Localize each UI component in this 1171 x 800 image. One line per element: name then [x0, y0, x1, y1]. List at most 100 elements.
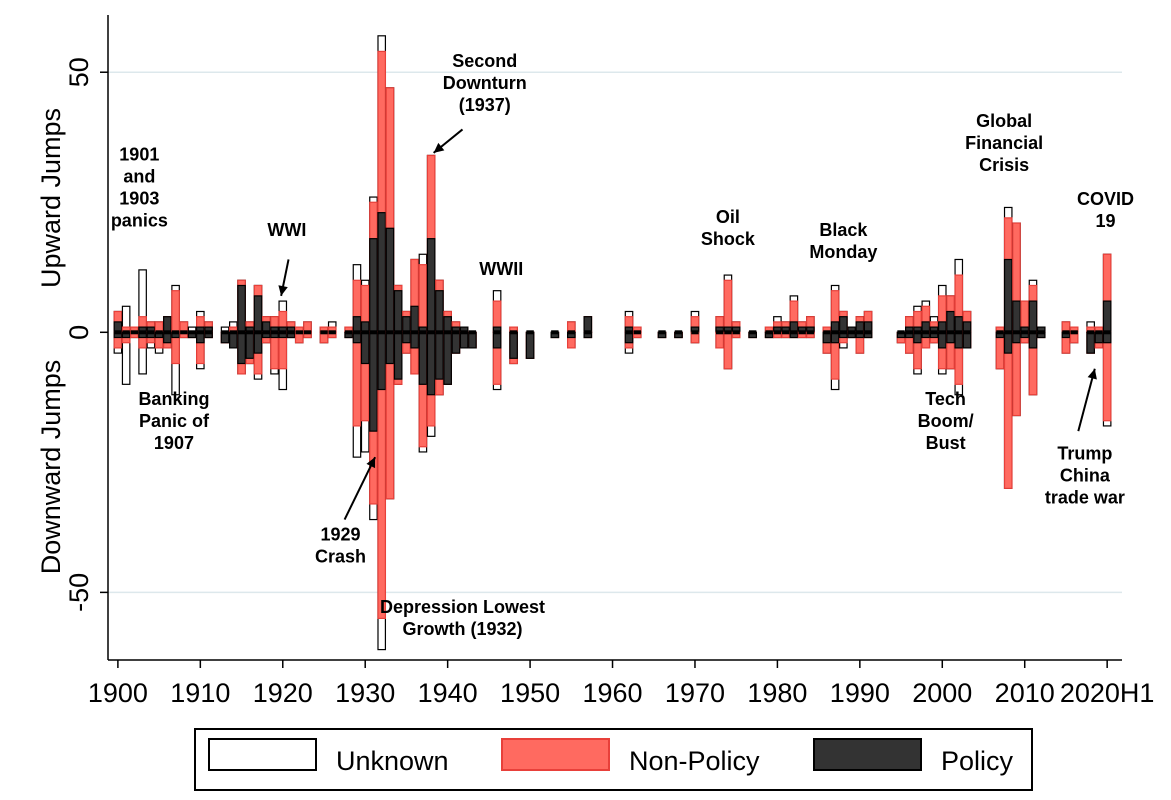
bar-policy-down-1914: [230, 332, 237, 348]
bar-policy-down-2018: [1087, 332, 1094, 353]
x-tick-label-1950: 1950: [500, 678, 560, 708]
annotation-line: Panic of: [139, 411, 210, 431]
bar-policy-up-1929: [353, 317, 360, 333]
annotation-line: 1903: [119, 189, 159, 209]
bar-nonpolicy-down-1973: [716, 332, 723, 348]
bar-policy-down-1942: [460, 332, 467, 348]
bar-policy-up-2011: [1029, 301, 1036, 332]
annotation-line: Growth (1932): [402, 619, 522, 639]
legend-swatch-unknown: [209, 739, 316, 770]
bar-policy-down-1946: [493, 332, 500, 348]
bar-policy-down-1930: [362, 332, 369, 363]
bar-policy-up-1931: [370, 239, 377, 333]
annotation-line: Crash: [315, 546, 366, 566]
legend-label-unknown: Unknown: [336, 746, 449, 776]
bar-nonpolicy-down-1929: [353, 332, 360, 426]
bar-policy-down-1917: [254, 332, 261, 353]
bar-policy-up-1933: [386, 228, 393, 332]
bar-policy-up-2001: [947, 311, 954, 332]
annotation-line: WWII: [479, 259, 523, 279]
bar-policy-down-2003: [963, 332, 970, 348]
x-tick-label-1900: 1900: [88, 678, 148, 708]
bar-policy-up-2009: [1013, 301, 1020, 332]
bar-policy-down-2008: [1005, 332, 1012, 353]
bar-policy-up-1988: [840, 317, 847, 333]
bar-nonpolicy-up-1974: [724, 280, 731, 332]
annotation-line: Downturn: [443, 73, 527, 93]
bar-policy-up-1957: [584, 317, 591, 333]
x-tick-label-2010: 2010: [995, 678, 1055, 708]
bar-nonpolicy-down-2008: [1005, 332, 1012, 488]
annotation-line: (1937): [459, 95, 511, 115]
x-tick-label-1960: 1960: [582, 678, 642, 708]
annotation-line: Black: [819, 220, 868, 240]
x-tick-label-1970: 1970: [665, 678, 725, 708]
annotation-line: 1929: [320, 524, 360, 544]
annotation-line: Trump: [1057, 444, 1112, 464]
annotation-line: Oil: [716, 207, 740, 227]
bar-policy-up-1938: [427, 239, 434, 333]
bar-policy-down-1938: [427, 332, 434, 394]
bar-nonpolicy-up-1937: [419, 265, 426, 333]
legend-label-policy: Policy: [941, 746, 1014, 776]
bar-policy-down-1932: [378, 332, 385, 389]
annotation-line: trade war: [1045, 488, 1125, 508]
bar-policy-up-1936: [411, 306, 418, 332]
bar-policy-up-1940: [444, 317, 451, 333]
bar-policy-up-1935: [403, 317, 410, 333]
x-tick-label-1930: 1930: [335, 678, 395, 708]
bar-policy-down-2011: [1029, 332, 1036, 348]
annotation-line: Boom/: [918, 411, 974, 431]
x-tick-label-2020: 2020H1: [1060, 678, 1155, 708]
bar-nonpolicy-down-2020: [1103, 332, 1110, 420]
y-tick-label-0: 0: [64, 325, 94, 340]
bar-nonpolicy-up-1907: [172, 291, 179, 333]
bar-policy-up-1932: [378, 213, 385, 333]
bar-policy-down-1940: [444, 332, 451, 384]
bar-policy-down-1950: [526, 332, 533, 358]
bar-policy-up-1939: [436, 291, 443, 333]
bar-policy-down-1939: [436, 332, 443, 379]
bar-policy-up-1915: [238, 285, 245, 332]
annotation-line: 1907: [154, 433, 194, 453]
annotation-line: Second: [452, 51, 517, 71]
legend-swatch-policy: [814, 739, 921, 770]
annotation-line: WWI: [267, 220, 306, 240]
y-axis-title-top: Upward Jumps: [36, 108, 66, 288]
annotation-tech-boom: Tech Boom/Bust: [918, 389, 974, 453]
bar-policy-down-1934: [394, 332, 401, 379]
annotation-line: Crisis: [979, 155, 1029, 175]
bar-policy-down-1931: [370, 332, 377, 431]
annotation-wwii: WWII: [479, 259, 523, 279]
bar-policy-up-1906: [164, 317, 171, 333]
bar-policy-down-1948: [510, 332, 517, 358]
annotation-line: Depression Lowest: [380, 597, 545, 617]
bar-policy-down-1943: [469, 332, 476, 348]
x-tick-label-1910: 1910: [170, 678, 230, 708]
annotation-line: Bust: [926, 433, 966, 453]
bar-policy-down-2000: [939, 332, 946, 348]
x-tick-label-1920: 1920: [253, 678, 313, 708]
bar-policy-down-1933: [386, 332, 393, 363]
annotation-line: Tech: [925, 389, 966, 409]
annotation-wwi: WWI: [267, 220, 306, 240]
x-tick-label-1990: 1990: [830, 678, 890, 708]
bar-nonpolicy-down-1974: [724, 332, 731, 368]
annotation-line: Banking: [138, 389, 209, 409]
x-tick-label-1980: 1980: [747, 678, 807, 708]
annotation-line: COVID: [1077, 189, 1134, 209]
annotation-line: Shock: [701, 229, 756, 249]
legend-label-nonpolicy: Non-Policy: [629, 746, 760, 776]
bar-policy-down-2002: [955, 332, 962, 348]
bar-policy-down-1915: [238, 332, 245, 363]
x-tick-label-2000: 2000: [912, 678, 972, 708]
bar-policy-down-1941: [452, 332, 459, 353]
y-tick-label-50: 50: [64, 57, 94, 87]
annotation-line: panics: [111, 211, 168, 231]
annotation-line: 1901: [119, 145, 159, 165]
bar-policy-up-2020: [1103, 301, 1110, 332]
bar-policy-up-1934: [394, 291, 401, 333]
annotation-line: and: [123, 167, 155, 187]
annotation-line: China: [1060, 466, 1111, 486]
